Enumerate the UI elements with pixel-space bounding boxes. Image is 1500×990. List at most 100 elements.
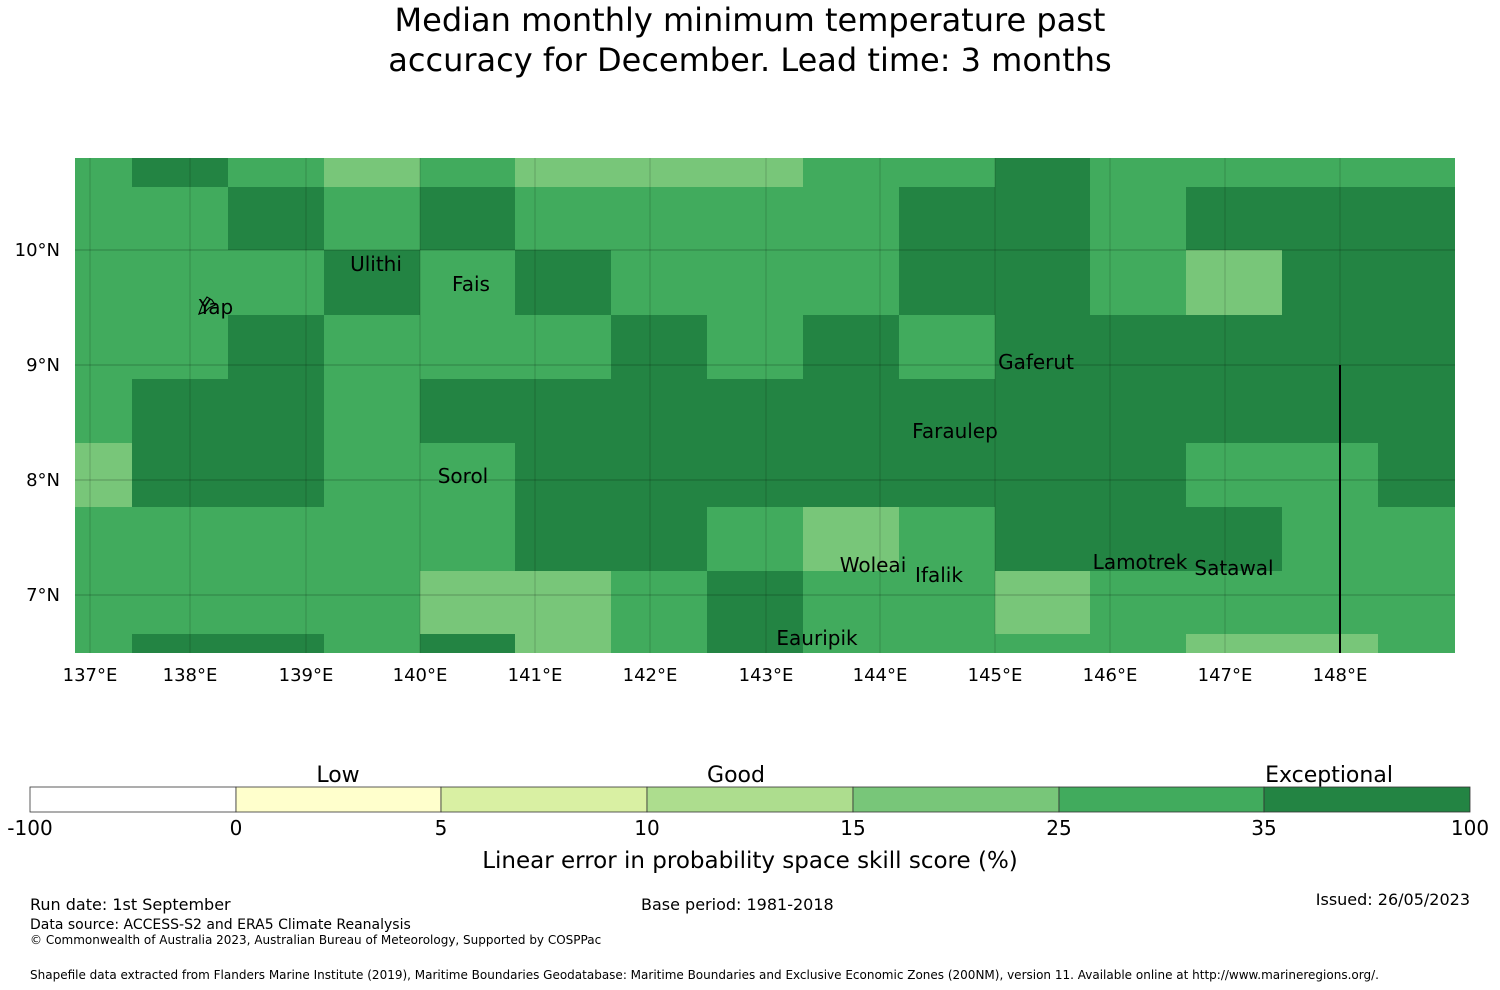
heatmap-cell	[515, 187, 611, 250]
latitude-tick-label: 7°N	[26, 585, 60, 606]
heatmap-cell	[611, 187, 707, 250]
heatmap-cell	[803, 250, 899, 315]
heatmap-cell	[420, 158, 515, 187]
colorbar-tick-label: 10	[634, 816, 659, 840]
heatmap-cell	[228, 379, 324, 443]
heatmap-cell	[420, 250, 515, 315]
longitude-tick-label: 146°E	[1083, 665, 1138, 686]
place-label: Yap	[198, 295, 233, 319]
heatmap-cell	[1378, 443, 1455, 507]
heatmap-cell	[1186, 507, 1282, 571]
heatmap-cell	[420, 634, 515, 653]
heatmap-cell	[1186, 187, 1282, 250]
heatmap-cell	[899, 571, 995, 634]
heatmap-cell	[132, 250, 228, 315]
heatmap-cell	[1378, 250, 1455, 315]
heatmap-cells	[75, 158, 1455, 653]
issued-date: Issued: 26/05/2023	[1315, 890, 1470, 909]
heatmap-cell	[1186, 443, 1282, 507]
colorbar-swatch	[29, 786, 237, 813]
heatmap-cell	[515, 507, 611, 571]
heatmap-cell	[132, 379, 228, 443]
shapefile-credit: Shapefile data extracted from Flanders M…	[30, 968, 1379, 982]
place-label: Gaferut	[998, 350, 1074, 374]
heatmap-cell	[132, 507, 228, 571]
place-label: Lamotrek	[1093, 550, 1188, 574]
heatmap-cell	[1090, 571, 1186, 634]
heatmap-cell	[228, 443, 324, 507]
heatmap-cell	[420, 379, 515, 443]
heatmap-cell	[515, 250, 611, 315]
heatmap-cell	[132, 634, 228, 653]
heatmap-cell	[611, 379, 707, 443]
heatmap-cell	[324, 571, 420, 634]
heatmap-cell	[420, 315, 515, 379]
data-source: Data source: ACCESS-S2 and ERA5 Climate …	[30, 917, 411, 933]
title-line-2: accuracy for December. Lead time: 3 mont…	[388, 41, 1112, 79]
place-label: Faraulep	[912, 419, 998, 443]
place-label: Satawal	[1194, 556, 1273, 580]
heatmap-cell	[611, 634, 707, 653]
heatmap-cell	[228, 315, 324, 379]
title-line-1: Median monthly minimum temperature past	[394, 1, 1106, 39]
heatmap-cell	[324, 634, 420, 653]
heatmap-cell	[1378, 379, 1455, 443]
longitude-tick-label: 144°E	[853, 665, 908, 686]
heatmap-cell	[1090, 379, 1186, 443]
colorbar	[29, 786, 1471, 813]
heatmap-cell	[611, 507, 707, 571]
colorbar-axis-label: Linear error in probability space skill …	[482, 848, 1018, 874]
place-label: Eauripik	[776, 626, 858, 650]
heatmap-cell	[515, 443, 611, 507]
heatmap-cell	[899, 315, 995, 379]
map-title: Median monthly minimum temperature past …	[0, 0, 1500, 80]
heatmap-cell	[707, 250, 803, 315]
heatmap-cell	[995, 634, 1090, 653]
heatmap-cell	[515, 158, 611, 187]
place-label: Ifalik	[915, 563, 963, 587]
heatmap-cell	[324, 315, 420, 379]
heatmap-cell	[995, 443, 1090, 507]
heatmap-cell	[75, 250, 132, 315]
colorbar-tick-label: 100	[1451, 816, 1489, 840]
heatmap-cell	[420, 443, 515, 507]
heatmap-cell	[995, 250, 1090, 315]
island-outlines	[198, 296, 216, 315]
heatmap-cell	[1378, 187, 1455, 250]
heatmap-cell	[1378, 315, 1455, 379]
heatmap-cell	[420, 507, 515, 571]
heatmap-cell	[75, 507, 132, 571]
heatmap-cell	[75, 571, 132, 634]
heatmap-cell	[324, 443, 420, 507]
heatmap-cell	[611, 315, 707, 379]
heatmap-cell	[1186, 158, 1282, 187]
heatmap-cell	[228, 187, 324, 250]
heatmap-cell	[803, 187, 899, 250]
heatmap-cell	[1090, 634, 1186, 653]
run-date: Run date: 1st September	[30, 895, 231, 914]
colorbar-swatch	[646, 786, 854, 813]
heatmap-cell	[228, 634, 324, 653]
latitude-tick-label: 10°N	[15, 240, 60, 261]
colorbar-tick-label: 0	[230, 816, 243, 840]
heatmap-cell	[420, 187, 515, 250]
heatmap-cell	[132, 187, 228, 250]
heatmap-cell	[995, 158, 1090, 187]
yap-island-shape	[198, 296, 216, 315]
latitude-tick-labels: 10°N 9°N 8°N 7°N	[15, 240, 60, 606]
colorbar-swatch	[235, 786, 442, 813]
heatmap-cell	[803, 571, 899, 634]
heatmap-cell	[707, 443, 803, 507]
heatmap-cell	[1090, 158, 1186, 187]
heatmap-cell	[1186, 634, 1282, 653]
colorbar-category-good: Good	[707, 763, 765, 788]
colorbar-swatch	[440, 786, 648, 813]
heatmap-cell	[1090, 187, 1186, 250]
heatmap-cell	[611, 443, 707, 507]
heatmap-cell	[1186, 379, 1282, 443]
heatmap-cell	[1282, 379, 1378, 443]
heatmap-cell	[803, 379, 899, 443]
heatmap-cell	[420, 571, 515, 634]
heatmap-cell	[803, 634, 899, 653]
heatmap-cell	[899, 634, 995, 653]
